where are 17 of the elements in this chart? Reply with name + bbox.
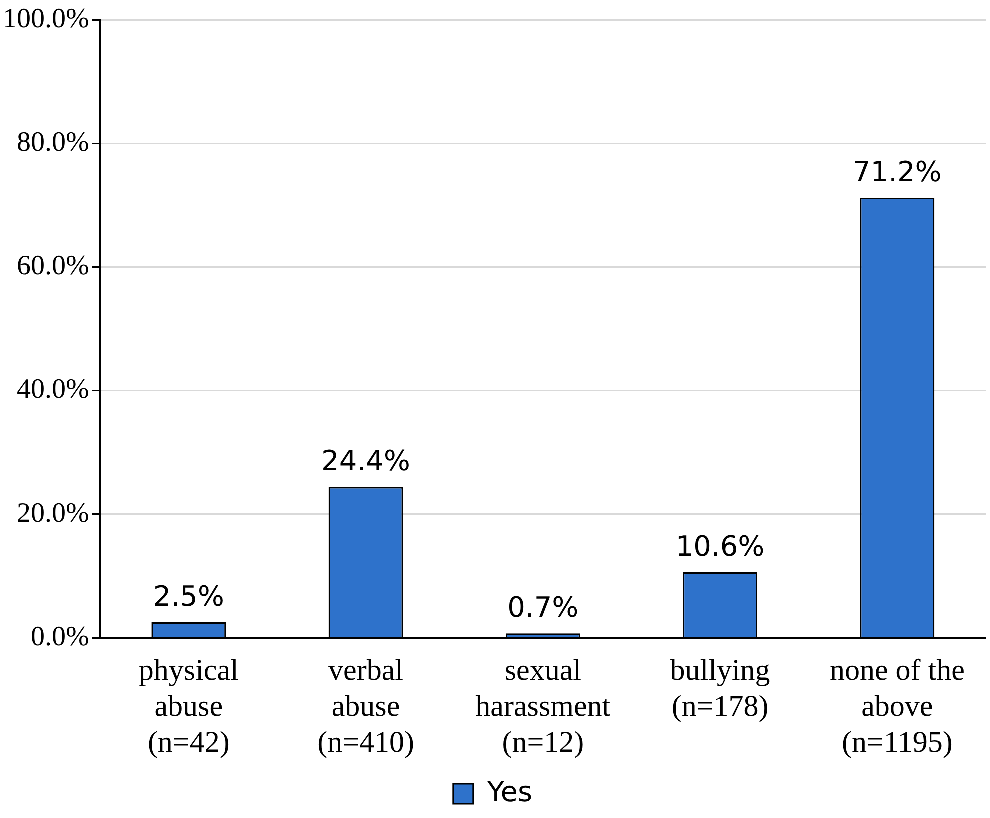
- y-tick-label: 60.0%: [16, 250, 90, 282]
- x-tick-label: physical abuse (n=42): [138, 654, 239, 759]
- data-label: 2.5%: [153, 580, 224, 613]
- x-tick-label: sexual harassment (n=12): [476, 654, 612, 759]
- y-tick-label: 80.0%: [16, 126, 90, 158]
- data-label: 0.7%: [508, 590, 579, 624]
- y-tick-label: 100.0%: [2, 3, 90, 34]
- data-label: 10.6%: [676, 530, 765, 563]
- legend-label: Yes: [486, 775, 533, 808]
- y-tick-label: 20.0%: [16, 498, 90, 529]
- y-tick-label: 0.0%: [30, 621, 90, 652]
- y-tick-label: 40.0%: [16, 374, 90, 406]
- x-tick-label: verbal abuse (n=410): [318, 654, 414, 759]
- x-tick-label: none of the above (n=1195): [830, 654, 965, 759]
- data-label: 24.4%: [322, 444, 411, 478]
- data-label: 71.2%: [852, 155, 942, 188]
- x-tick-label: bullying (n=178): [670, 654, 770, 723]
